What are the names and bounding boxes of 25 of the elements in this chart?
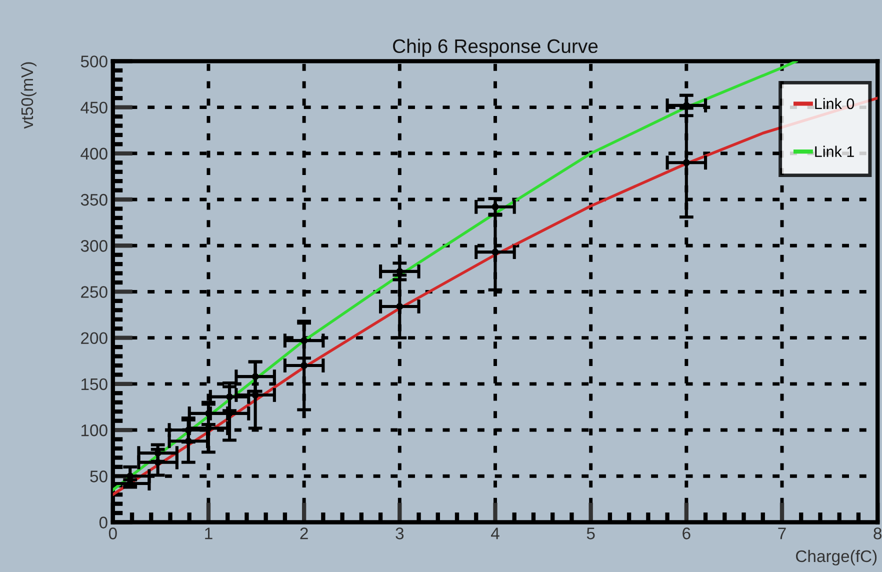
y-tick-label: 50 [90,470,108,482]
x-tick-label: 6 [682,528,690,540]
y-tick-label: 0 [99,516,108,528]
y-tick-label: 200 [81,332,108,344]
x-tick-label: 8 [874,528,882,540]
x-axis-title: Charge(fC) [796,550,877,566]
y-axis-title: vt50(mV) [20,62,36,129]
y-tick-label: 450 [80,102,108,114]
y-tick-label: 400 [80,148,108,160]
x-tick-label: 1 [205,528,212,540]
legend-label: Link 0 [815,98,854,110]
y-tick-label: 500 [80,56,108,68]
x-tick-label: 7 [778,528,786,540]
y-tick-label: 350 [80,194,108,206]
x-tick-label: 4 [490,528,500,540]
y-tick-label: 100 [82,424,108,436]
x-tick-label: 5 [586,528,595,540]
x-tick-label: 3 [396,528,404,540]
x-tick-label: 2 [300,528,308,540]
y-tick-label: 300 [80,240,108,252]
y-tick-label: 250 [81,286,108,298]
x-tick-label: 0 [108,528,117,540]
chart-title: Chip 6 Response Curve [393,38,598,57]
legend-label: Link 1 [815,146,854,157]
y-tick-label: 150 [82,378,108,390]
